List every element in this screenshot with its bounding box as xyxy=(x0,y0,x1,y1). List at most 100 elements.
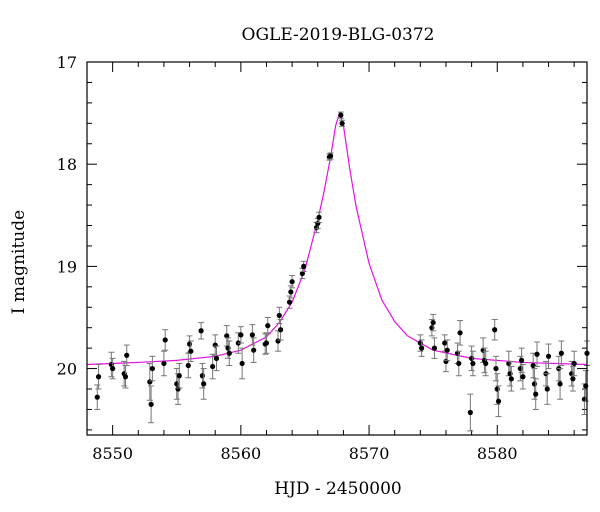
data-point xyxy=(226,340,233,367)
point-marker xyxy=(545,353,552,359)
data-point xyxy=(109,357,116,380)
data-point xyxy=(187,340,194,362)
point-marker xyxy=(417,340,423,346)
data-point xyxy=(148,385,155,424)
point-marker xyxy=(201,381,207,387)
point-marker xyxy=(534,351,540,357)
point-marker xyxy=(508,376,514,382)
point-marker xyxy=(315,220,321,227)
x-axis-label: HJD - 2450000 xyxy=(274,479,402,499)
point-marker xyxy=(530,362,536,369)
data-point xyxy=(300,260,307,272)
point-marker xyxy=(147,379,153,385)
data-point xyxy=(276,306,283,325)
point-marker xyxy=(457,330,463,336)
data-point xyxy=(545,343,552,370)
data-point xyxy=(534,341,540,368)
data-point xyxy=(457,320,464,346)
y-axis-label: I magnitude xyxy=(9,210,29,314)
point-marker xyxy=(122,374,129,380)
point-marker xyxy=(443,358,449,365)
point-marker xyxy=(442,340,448,346)
data-point xyxy=(327,152,334,160)
point-marker xyxy=(198,328,204,334)
data-point xyxy=(444,339,451,361)
point-marker xyxy=(286,299,293,305)
point-marker xyxy=(301,263,307,269)
chart-title: OGLE-2019-BLG-0372 xyxy=(242,25,435,45)
data-point xyxy=(149,355,156,382)
point-marker xyxy=(148,401,154,407)
data-point xyxy=(518,347,525,374)
data-point xyxy=(123,344,130,367)
data-point xyxy=(239,347,246,380)
data-point xyxy=(176,362,183,389)
data-point xyxy=(454,342,461,364)
data-point xyxy=(482,350,489,377)
point-marker xyxy=(186,341,193,347)
data-point xyxy=(250,337,257,363)
point-marker xyxy=(110,365,116,372)
point-marker xyxy=(199,373,205,379)
point-marker xyxy=(276,312,282,319)
point-marker xyxy=(265,323,271,329)
x-tick-label: 8570 xyxy=(349,444,390,463)
data-point xyxy=(339,119,346,127)
point-marker xyxy=(339,120,345,126)
point-marker xyxy=(338,112,344,118)
point-marker xyxy=(213,355,220,361)
y-tick-label: 17 xyxy=(57,53,77,72)
data-point xyxy=(337,111,344,119)
point-marker xyxy=(161,360,167,367)
data-point xyxy=(544,373,551,405)
y-tick-label: 19 xyxy=(57,257,77,276)
point-marker xyxy=(185,362,191,369)
data-point xyxy=(467,393,474,432)
point-marker xyxy=(557,381,563,387)
data-point xyxy=(200,368,207,400)
point-marker xyxy=(94,394,100,400)
point-marker xyxy=(327,153,334,159)
data-point xyxy=(495,385,502,418)
data-point xyxy=(582,370,589,402)
data-point xyxy=(264,316,271,335)
point-marker xyxy=(225,345,231,351)
x-tick-label: 8580 xyxy=(477,444,518,463)
point-marker xyxy=(275,338,281,344)
point-marker xyxy=(483,360,489,367)
point-marker xyxy=(519,357,525,363)
point-marker xyxy=(316,214,322,220)
data-point xyxy=(263,332,270,354)
data-point xyxy=(468,345,475,372)
point-marker xyxy=(492,327,498,333)
point-marker xyxy=(429,325,435,331)
point-marker xyxy=(467,409,473,416)
point-marker xyxy=(288,289,294,295)
point-marker xyxy=(544,386,550,392)
data-point xyxy=(160,350,167,377)
data-point xyxy=(442,350,449,373)
point-marker xyxy=(174,381,180,387)
data-point xyxy=(530,352,537,379)
point-marker xyxy=(571,360,577,367)
point-marker xyxy=(277,327,284,333)
data-point xyxy=(249,324,256,346)
point-marker xyxy=(570,376,576,382)
point-marker xyxy=(495,398,502,404)
data-point xyxy=(122,365,129,389)
data-point xyxy=(198,322,205,340)
data-point xyxy=(491,319,498,341)
point-marker xyxy=(289,279,295,285)
point-marker xyxy=(444,347,450,353)
model-curve xyxy=(86,112,588,366)
data-point xyxy=(209,353,216,380)
data-point xyxy=(469,350,476,377)
data-point xyxy=(431,337,438,359)
data-point xyxy=(532,378,539,410)
data-point xyxy=(492,355,499,382)
data-point xyxy=(185,352,192,379)
data-point xyxy=(569,366,576,392)
point-marker xyxy=(470,360,476,367)
data-point xyxy=(418,339,425,357)
